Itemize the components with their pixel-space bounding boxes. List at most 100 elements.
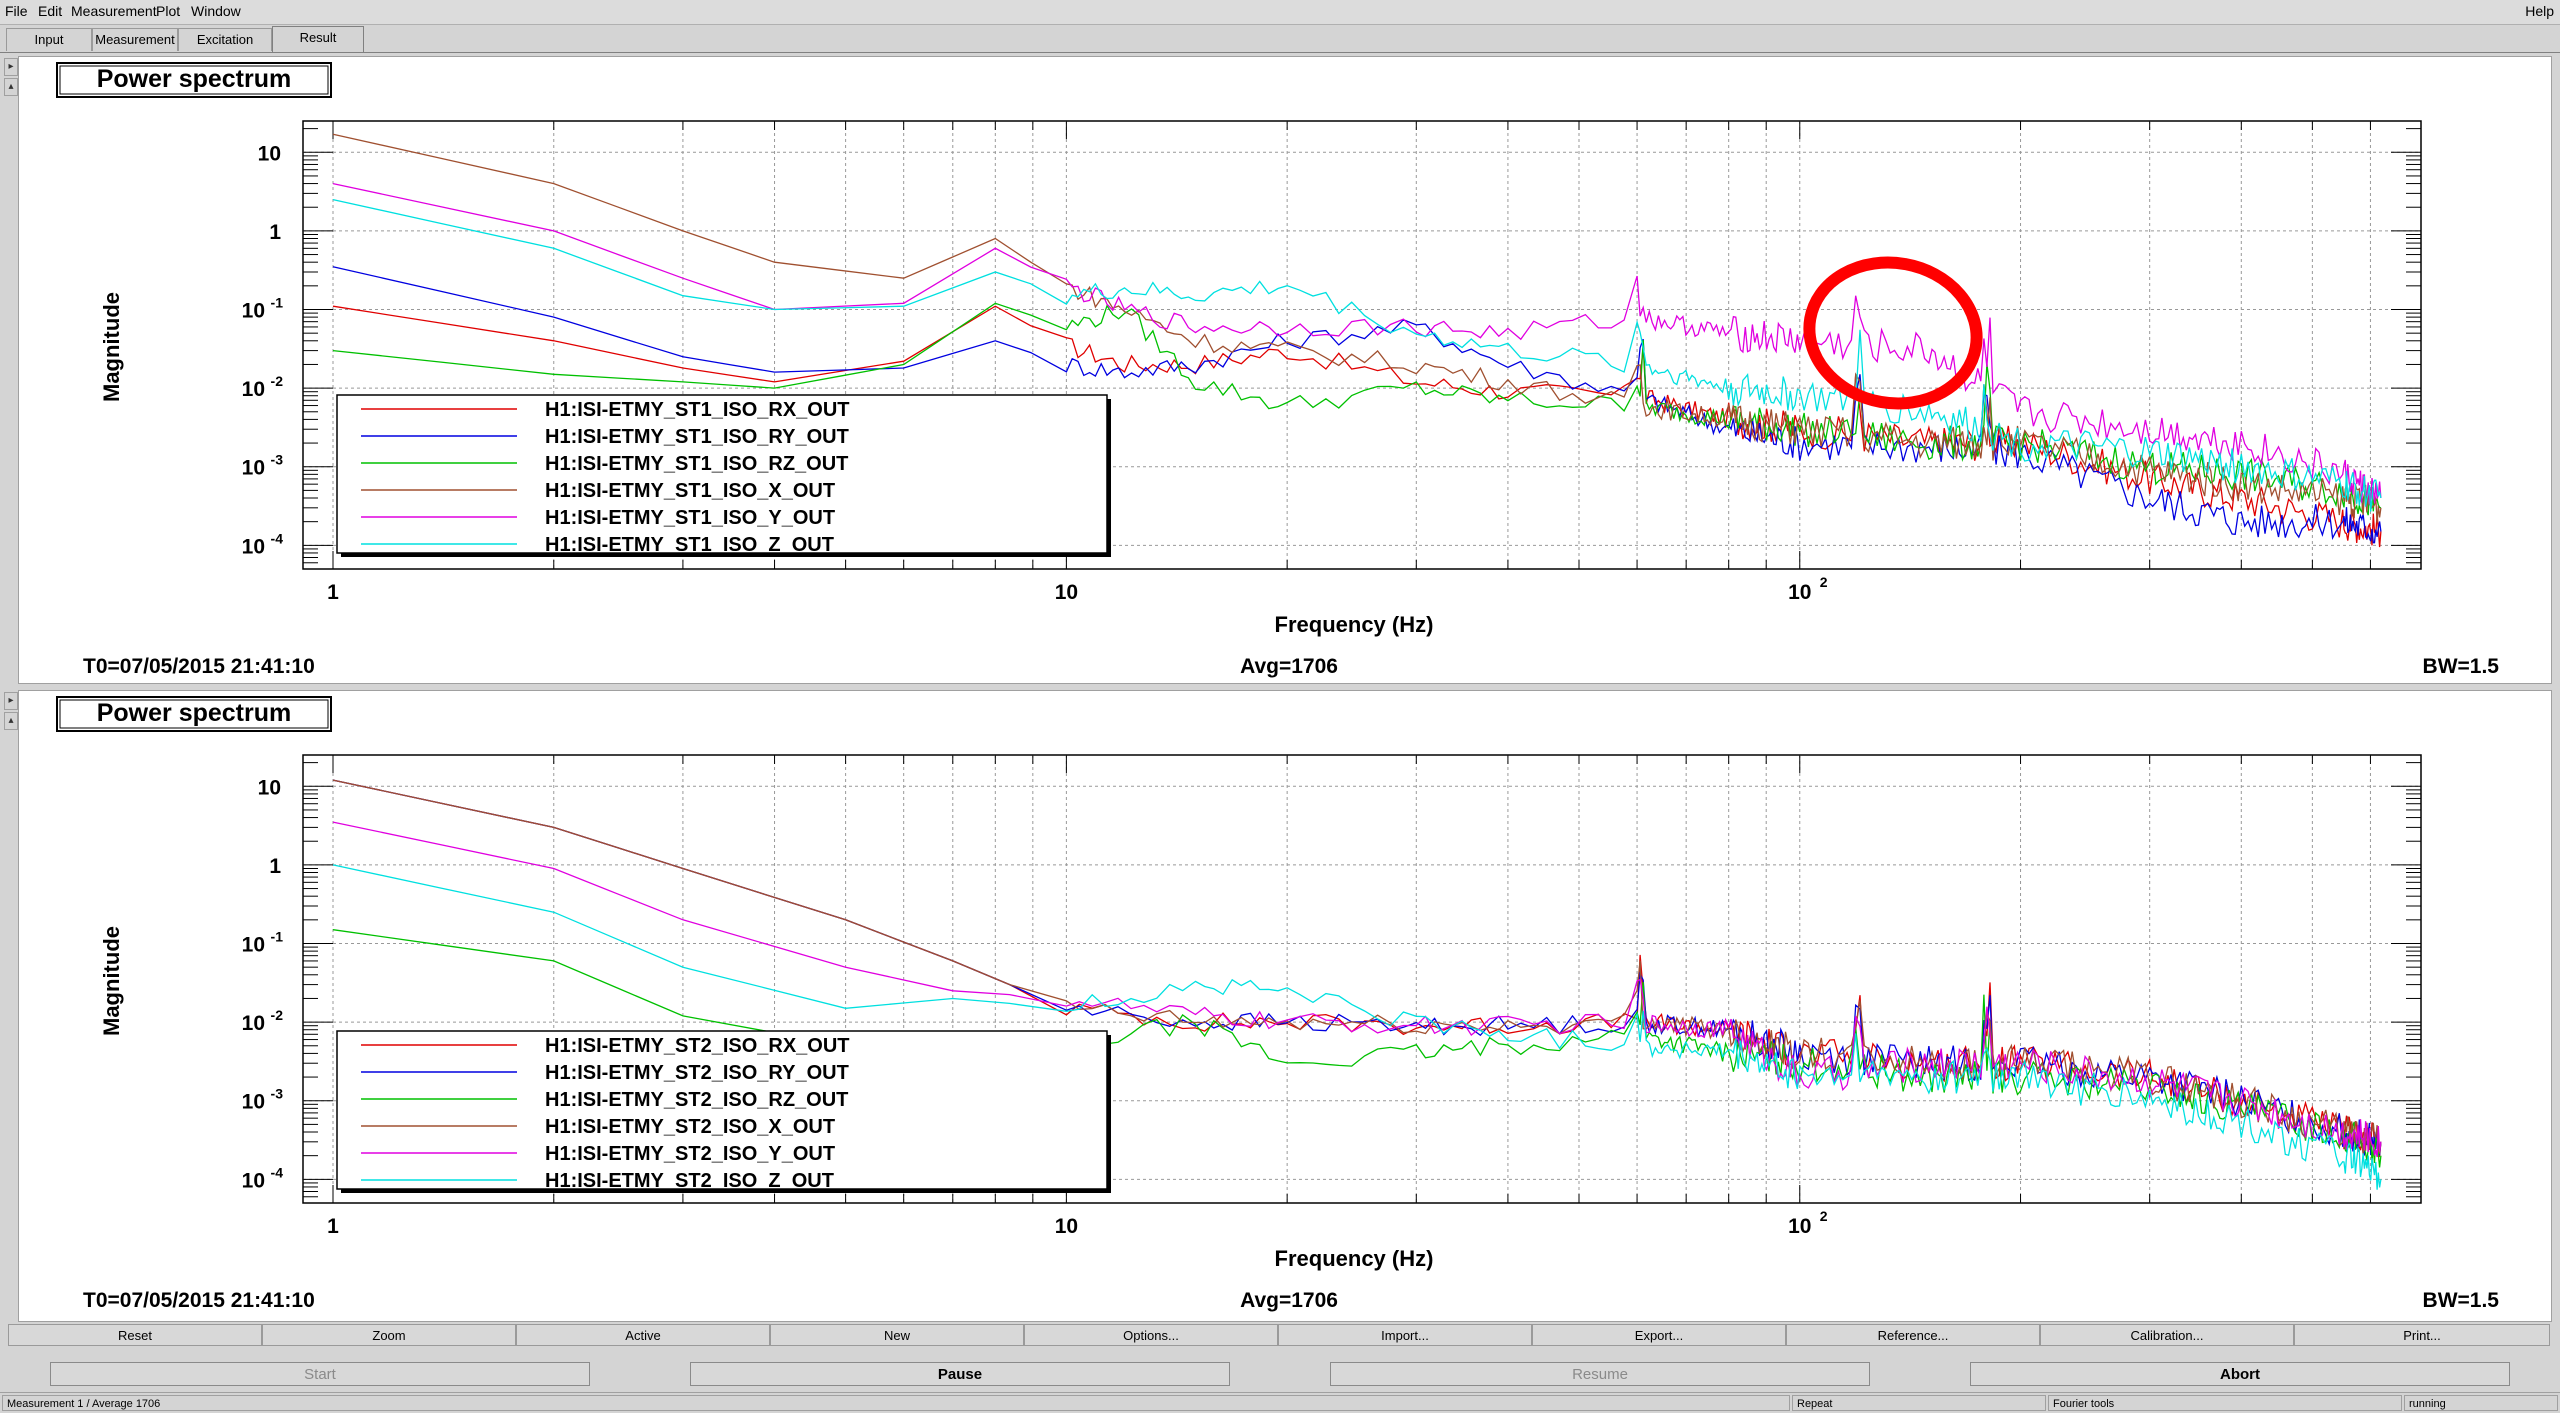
t0-label: T0=07/05/2015 21:41:10 — [83, 1289, 315, 1312]
x-tick-label: 10 — [1055, 581, 1078, 604]
y-axis-label: Magnitude — [99, 926, 124, 1036]
avg-label: Avg=1706 — [1240, 1289, 1338, 1312]
zoom-button[interactable]: Zoom — [262, 1324, 516, 1346]
export-button[interactable]: Export... — [1532, 1324, 1786, 1346]
legend-label: H1:ISI-ETMY_ST2_ISO_RZ_OUT — [545, 1089, 848, 1111]
y-tick-label: 10 — [242, 934, 265, 957]
x-tick-label-exponent: 2 — [1820, 1208, 1828, 1224]
plot-title: Power spectrum — [97, 699, 292, 727]
legend-label: H1:ISI-ETMY_ST2_ISO_RX_OUT — [545, 1035, 850, 1057]
active-button[interactable]: Active — [516, 1324, 770, 1346]
series-line-1 — [332, 266, 2382, 544]
y-tick-label: 10 — [242, 1012, 265, 1035]
tab-excitation[interactable]: Excitation — [178, 28, 272, 51]
legend-label: H1:ISI-ETMY_ST1_ISO_Y_OUT — [545, 507, 835, 529]
menu-file[interactable]: File — [5, 3, 28, 19]
series-line-3 — [332, 133, 2382, 523]
menu-window[interactable]: Window — [191, 3, 241, 19]
collapse-arrow-icon[interactable]: ▴ — [4, 78, 18, 96]
legend-label: H1:ISI-ETMY_ST1_ISO_RY_OUT — [545, 426, 849, 448]
legend-label: H1:ISI-ETMY_ST2_ISO_RY_OUT — [545, 1062, 849, 1084]
y-tick-label: 10 — [242, 1169, 265, 1192]
print-button[interactable]: Print... — [2294, 1324, 2550, 1346]
plot-title-box — [56, 696, 332, 732]
x-tick-label: 1 — [327, 1215, 339, 1238]
tab-measurement[interactable]: Measurement — [92, 28, 178, 51]
y-tick-label-exponent: -3 — [271, 452, 284, 468]
status-bar: Measurement 1 / Average 1706 Repeat Four… — [0, 1392, 2560, 1413]
legend-label: H1:ISI-ETMY_ST1_ISO_RZ_OUT — [545, 453, 848, 475]
x-tick-label: 10 — [1788, 581, 1811, 604]
x-tick-label-exponent: 2 — [1820, 574, 1828, 590]
y-tick-label: 10 — [258, 776, 281, 799]
bw-label: BW=1.5 — [2423, 1289, 2500, 1312]
tab-bar: Input Measurement Excitation Result — [0, 26, 2560, 54]
tab-result[interactable]: Result — [272, 26, 364, 52]
plot-title-box-inner — [59, 699, 329, 729]
measurement-controls-bar: Start Pause Resume Abort — [0, 1360, 2560, 1390]
plot-panel-1: Power spectrum Magnitude Frequency (Hz) … — [18, 56, 2552, 684]
y-tick-label: 10 — [242, 300, 265, 323]
start-button[interactable]: Start — [50, 1362, 590, 1386]
y-tick-label-exponent: -4 — [271, 1164, 284, 1180]
y-tick-label-exponent: -2 — [271, 1007, 284, 1023]
menu-help[interactable]: Help — [2525, 3, 2554, 19]
status-mode: Repeat — [1792, 1395, 2046, 1411]
x-tick-label: 1 — [327, 581, 339, 604]
legend-label: H1:ISI-ETMY_ST2_ISO_Y_OUT — [545, 1143, 835, 1165]
options-button[interactable]: Options... — [1024, 1324, 1278, 1346]
new-button[interactable]: New — [770, 1324, 1024, 1346]
abort-button[interactable]: Abort — [1970, 1362, 2510, 1386]
resume-button[interactable]: Resume — [1330, 1362, 1870, 1386]
menu-edit[interactable]: Edit — [38, 3, 63, 19]
tab-input[interactable]: Input — [6, 28, 92, 51]
legend-label: H1:ISI-ETMY_ST1_ISO_Z_OUT — [545, 534, 834, 556]
plot-controls-bar: Reset Zoom Active New Options... Import.… — [0, 1322, 2560, 1348]
t0-label: T0=07/05/2015 21:41:10 — [83, 655, 315, 678]
legend-box — [336, 1030, 1108, 1190]
plot-panel-2: Power spectrum Magnitude Frequency (Hz) … — [18, 690, 2552, 1322]
y-tick-label: 10 — [242, 535, 265, 558]
status-tools: Fourier tools — [2048, 1395, 2402, 1411]
expand-arrow-icon[interactable]: ▸ — [4, 692, 18, 710]
menu-plot[interactable]: Plot — [156, 3, 181, 19]
y-axis-label: Magnitude — [99, 292, 124, 402]
x-axis-label: Frequency (Hz) — [1275, 1246, 1434, 1271]
y-tick-label: 10 — [242, 378, 265, 401]
series-line-5 — [332, 864, 2382, 1190]
plot-2-svg[interactable]: Power spectrum Magnitude Frequency (Hz) … — [19, 691, 2551, 1321]
menu-measurement[interactable]: Measurement — [71, 3, 157, 19]
series-line-2 — [332, 929, 2382, 1168]
y-tick-label-exponent: -1 — [271, 295, 284, 311]
y-tick-label-exponent: -3 — [271, 1086, 284, 1102]
pause-button[interactable]: Pause — [690, 1362, 1230, 1386]
y-tick-label: 1 — [269, 221, 281, 244]
tab-divider — [0, 52, 2560, 53]
calibration-button[interactable]: Calibration... — [2040, 1324, 2294, 1346]
y-tick-label-exponent: -1 — [271, 929, 284, 945]
series-line-2 — [332, 302, 2382, 516]
annotation-red-circle — [1803, 256, 1983, 410]
x-axis-label: Frequency (Hz) — [1275, 612, 1434, 637]
collapse-arrow-icon[interactable]: ▴ — [4, 712, 18, 730]
plot-title: Power spectrum — [97, 65, 292, 93]
expand-arrow-icon[interactable]: ▸ — [4, 58, 18, 76]
plot-title-box-inner — [59, 65, 329, 95]
series-line-4 — [332, 821, 2382, 1158]
series-line-4 — [332, 182, 2382, 505]
panel2-gutter: ▸ ▴ — [4, 692, 18, 732]
avg-label: Avg=1706 — [1240, 655, 1338, 678]
plot-1-svg[interactable]: Power spectrum Magnitude Frequency (Hz) … — [19, 57, 2551, 683]
import-button[interactable]: Import... — [1278, 1324, 1532, 1346]
y-tick-label: 10 — [242, 457, 265, 480]
reference-button[interactable]: Reference... — [1786, 1324, 2040, 1346]
legend-label: H1:ISI-ETMY_ST2_ISO_Z_OUT — [545, 1170, 834, 1192]
x-tick-label: 10 — [1788, 1215, 1811, 1238]
y-tick-label-exponent: -4 — [271, 530, 284, 546]
x-tick-label: 10 — [1055, 1215, 1078, 1238]
reset-button[interactable]: Reset — [8, 1324, 262, 1346]
y-tick-label: 10 — [242, 1091, 265, 1114]
y-tick-label: 1 — [269, 855, 281, 878]
legend-box — [336, 394, 1108, 554]
y-tick-label-exponent: -2 — [271, 373, 284, 389]
